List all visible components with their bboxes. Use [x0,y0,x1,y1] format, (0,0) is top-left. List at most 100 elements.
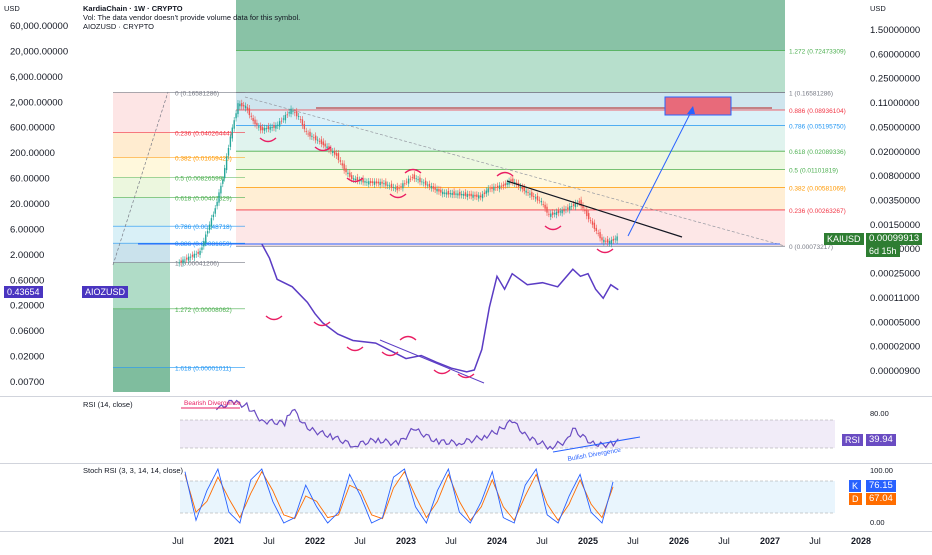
stoch-rsi-pane[interactable]: Stoch RSI (3, 3, 14, 14, close) 100.00 0… [0,463,932,531]
candle-body [208,224,211,231]
candle-body [349,172,351,177]
cycle-arc-marker [346,177,364,183]
candle-body [231,127,233,139]
bearish-divergence-label: Bearish Divergence [184,400,241,407]
candle-body [351,175,353,179]
time-tick: Jul [263,536,275,546]
fib-retracement-right[interactable]: 1.272 (0.72473309) 1 (0.16581286) 0.886 (0… [236,0,846,251]
left-axis-tick: 0.02000 [10,352,44,363]
candle-body [506,182,508,185]
fib-band [236,50,785,93]
candle-body [303,124,306,130]
right-axis-tick: 0.25000000 [870,74,920,85]
candle-body [335,153,338,156]
candle-body [301,119,304,126]
candle-body [252,118,254,122]
candle-body [430,185,433,189]
candle-body [273,125,275,128]
left-axis-tick: 0.00700 [10,377,44,388]
left-fib-label: 0.382 (0.01659425) [175,156,232,163]
rsi-band [180,420,835,448]
candle-body [424,180,427,186]
candle-body [390,183,393,188]
stoch-k-line [184,467,614,524]
main-price-pane[interactable]: 1.272 (0.72473309) 1 (0.16581286) 0.886 (0… [0,0,932,395]
left-axis-tick: 20.00000 [10,199,50,210]
candle-body [428,183,431,187]
time-tick: 2024 [487,536,507,546]
overlay-symbol-title[interactable]: AIOZUSD · CRYPTO [83,22,154,31]
stoch-axis-tick-0: 0.00 [870,518,885,527]
fib-level-label: 0.786 (0.05195750) [789,123,846,130]
candle-body [307,133,309,135]
candle-body [337,153,340,161]
fib-band-top [236,0,785,51]
candle-body [227,147,230,156]
candle-body [309,131,311,137]
candle-body [369,181,372,184]
candle-body [392,186,395,188]
kai-price-badge: 0.00099913 [866,233,923,245]
left-axis-tick: 0.60000 [10,275,44,286]
candle-body [206,231,209,234]
candle-body [235,113,237,119]
candle-body [417,179,419,181]
candle-body [409,178,412,180]
candle-body [324,143,326,147]
candle-body [519,186,522,189]
left-fib-label: 1.618 (0.00001011) [175,366,231,373]
stoch-title[interactable]: Stoch RSI (3, 3, 14, 14, close) [83,466,184,475]
candle-body [402,183,404,189]
candle-body [265,128,268,130]
candle-body [553,213,556,215]
candle-body [191,254,194,257]
time-tick: Jul [536,536,548,546]
candle-body [244,105,247,109]
candle-body [225,156,228,171]
candle-body [269,126,271,130]
symbol-title[interactable]: KardiaChain · 1W · CRYPTO [83,4,183,13]
right-price-axis[interactable]: 1.50000000 0.60000000 0.25000000 0.11000000… [870,25,920,377]
candle-body [453,191,455,195]
cycle-arc-marker [457,373,475,379]
candle-body [278,121,281,127]
left-fib-label: 0.236 (0.04026444) [175,131,232,138]
candle-body [443,192,446,194]
candle-body [455,193,457,195]
candle-body [197,251,199,254]
candle-body [250,115,252,117]
fib-level-label: 0 (0.00073217) [789,244,833,251]
candle-body [555,211,558,216]
candle-body [241,102,243,107]
candle-body [483,192,486,195]
candle-body [432,186,434,189]
candle-body [464,192,467,196]
target-box [664,96,732,116]
fib-retracement-left[interactable]: 0 (0.16581286) 0.236 (0.04026444) 0.382 (0… [113,90,245,392]
rsi-title[interactable]: RSI (14, close) [83,400,133,409]
left-fib-label: 1.272 (0.00008062) [175,307,232,314]
candle-body [567,207,569,210]
cycle-arc-marker [596,248,614,254]
aioz-symbol: AIOZUSD [85,287,126,297]
left-fib-band-bottom [113,367,170,392]
left-axis-tick: 2.00000 [10,250,44,261]
cycle-arc-marker [433,369,451,375]
candle-body [616,236,618,241]
candle-body [237,103,239,115]
left-fib-band [113,243,170,263]
rsi-pane[interactable]: Bearish Divergence Bullish Divergence RSI… [0,396,932,463]
cycle-arc-marker [259,137,277,143]
left-price-axis[interactable]: 60,000.00000 20,000.00000 6,000.00000 2,000… [10,21,68,388]
candle-body [593,222,596,229]
candle-body [557,210,560,214]
fib-band [236,209,785,247]
candle-body [299,119,302,120]
candle-body [586,209,588,217]
left-axis-tick: 60.00000 [10,174,50,185]
candle-body [375,181,378,184]
candle-body [502,184,505,187]
time-axis[interactable]: Jul 2021 Jul 2022 Jul 2023 Jul 2024 Jul 2025 Jul 20… [0,531,932,550]
left-fib-label: 1 (0.00041206) [175,261,219,268]
annotation-layer [259,106,695,384]
